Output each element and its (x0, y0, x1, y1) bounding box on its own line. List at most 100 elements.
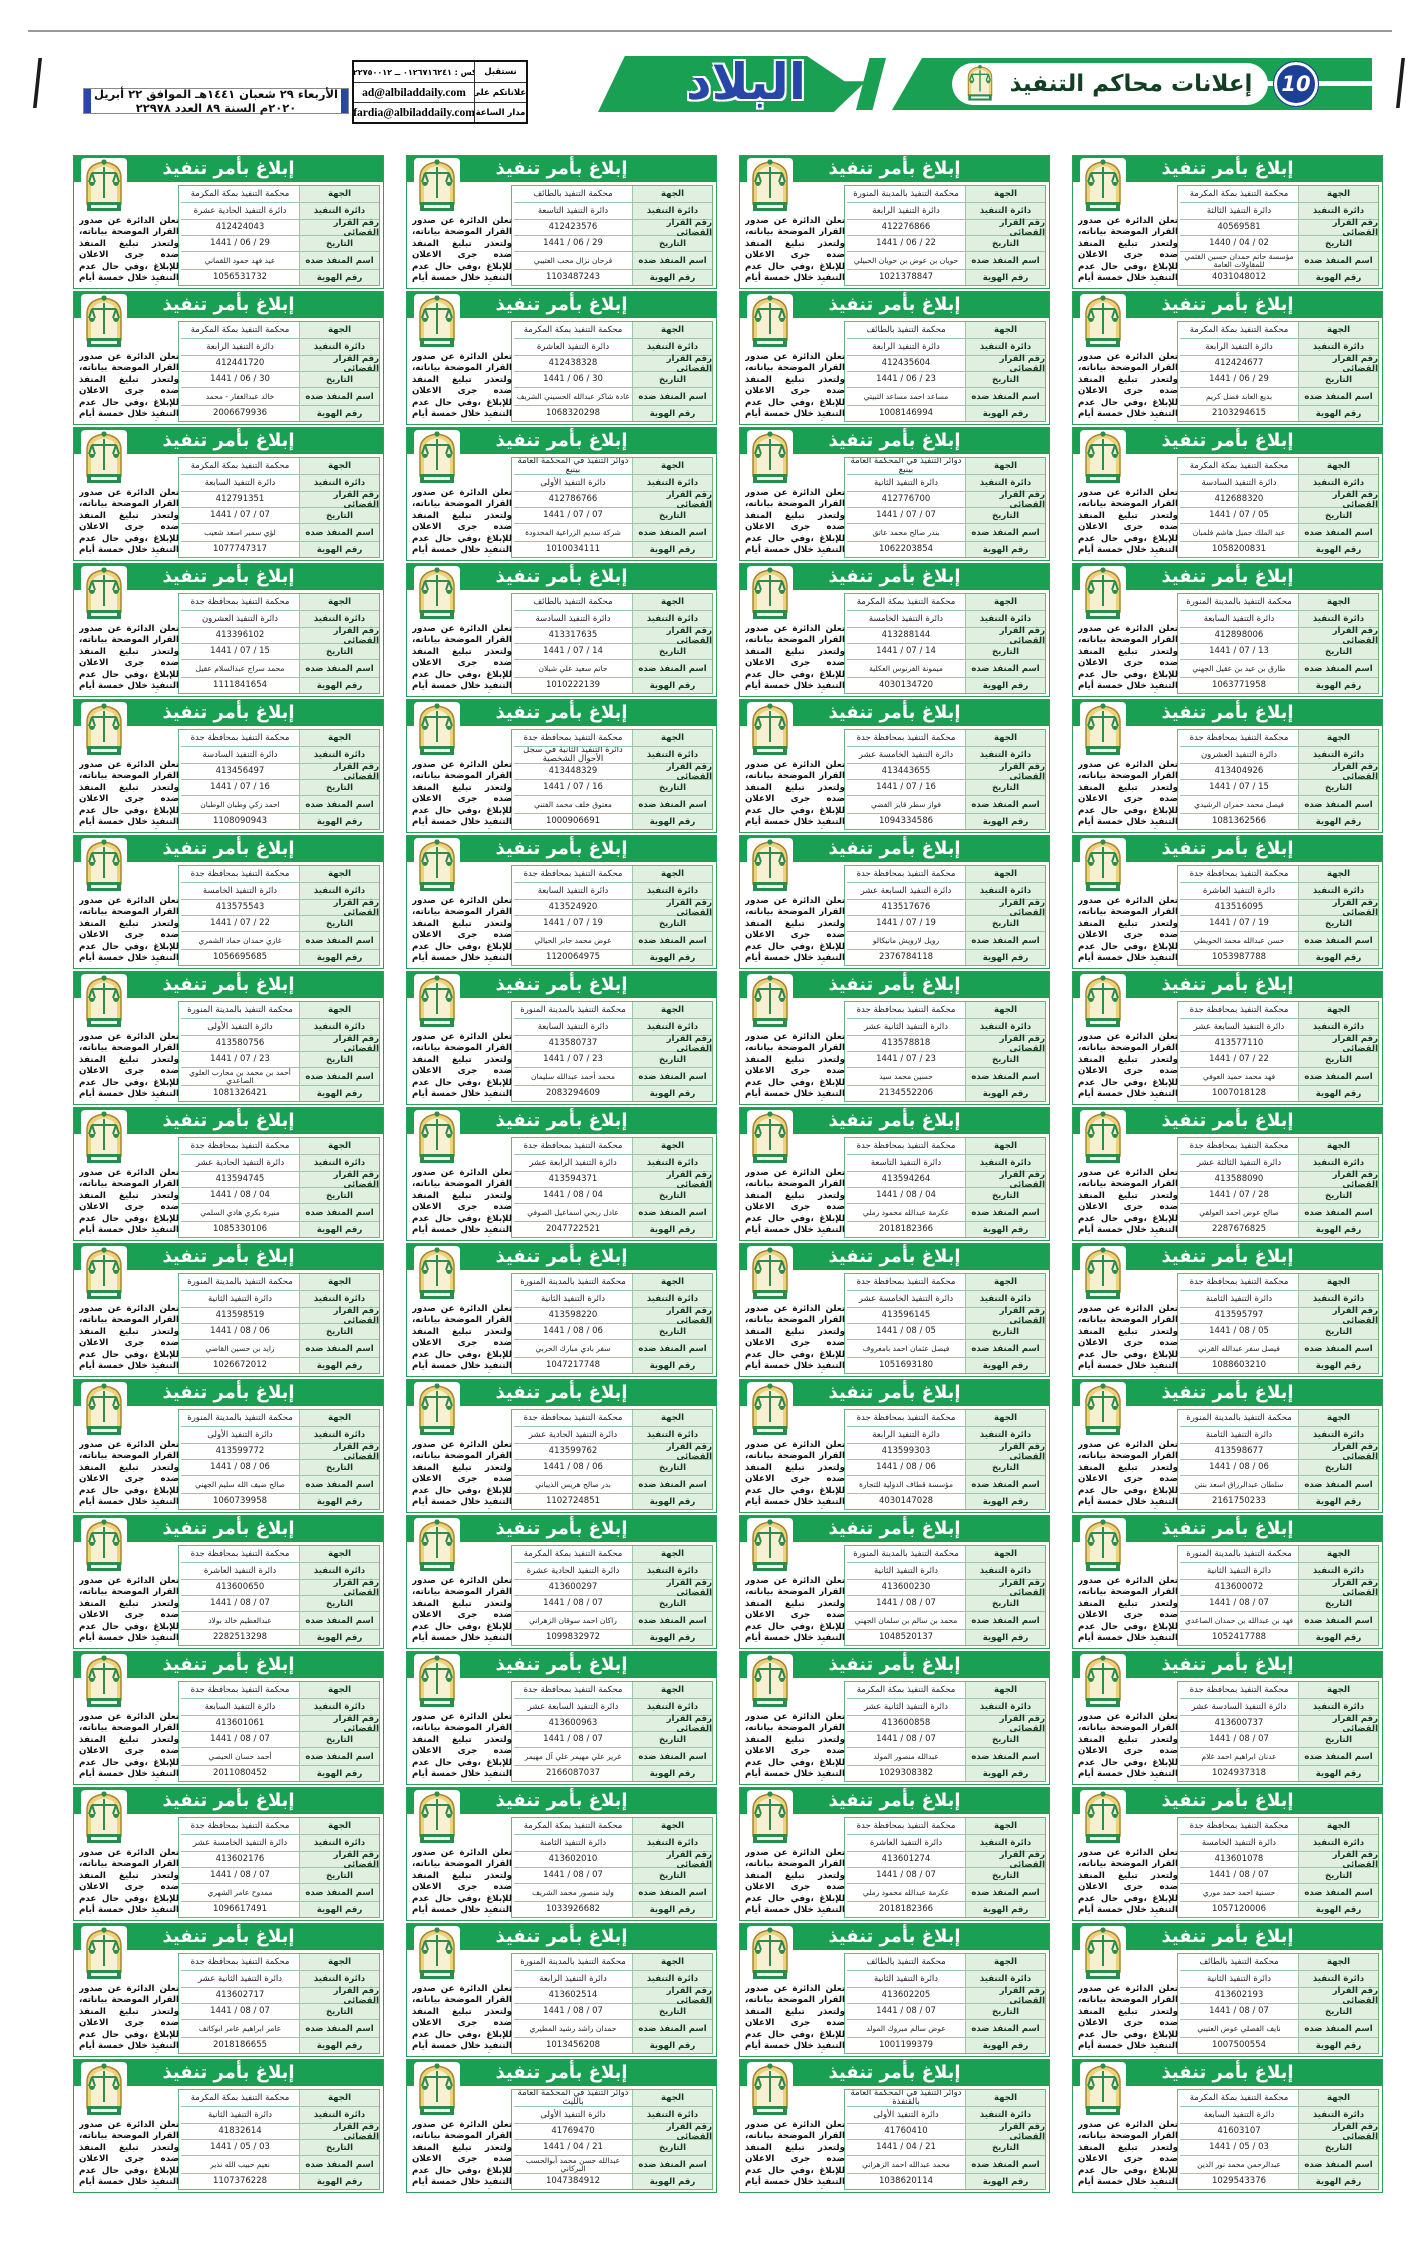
circle-label: دائرة التنفيذ (965, 1427, 1045, 1444)
circle-value: دائرة التنفيذ الثالثة عشر (1180, 1155, 1298, 1172)
court-value: محكمة التنفيذ بالطائف (514, 594, 632, 611)
court-label: الجهة (1298, 866, 1378, 883)
debtor-name-label: اسم المنفذ ضده (965, 1884, 1045, 1902)
date-label: التاريخ (965, 780, 1045, 796)
debtor-name-label: اسم المنفذ ضده (965, 1476, 1045, 1494)
debtor-name-value: مؤسسة حاتم حمدان حسين القثمي للمقاولات ا… (1180, 252, 1298, 270)
debtor-name-label: اسم المنفذ ضده (299, 796, 379, 814)
id-number-label: رقم الهوية (299, 1630, 379, 1645)
court-label: الجهة (1298, 322, 1378, 339)
execution-notice-card: إبلاغ بأمر تنفيذ الجهة محكمة التنفيذ بمح… (1072, 699, 1383, 833)
circle-value: دائرة التنفيذ العشرون (1180, 747, 1298, 764)
circle-value: دائرة التنفيذ الثالثة (1180, 203, 1298, 220)
decision-no-value: 413602193 (1180, 1988, 1298, 2004)
date-value: 23 / 07 / 1441 (847, 1052, 965, 1068)
date-value: 03 / 05 / 1441 (1180, 2140, 1298, 2156)
debtor-name-value: معتوق خلف محمد الفتني (514, 796, 632, 814)
debtor-name-value: حمدان راشد رشيد المطيري (514, 2020, 632, 2038)
date-label: التاريخ (299, 236, 379, 252)
circle-value: دائرة التنفيذ الثانية عشر (181, 1971, 299, 1988)
contact-email-ads[interactable]: ad@albiladdaily.com (354, 82, 474, 102)
date-value: 22 / 07 / 1441 (1180, 1052, 1298, 1068)
notice-table: الجهة محكمة التنفيذ بمحافظة جدة دائرة ال… (844, 1001, 1046, 1102)
debtor-name-value: نعيم حبيب الله نذير (181, 2156, 299, 2174)
debtor-name-label: اسم المنفذ ضده (632, 1748, 712, 1766)
id-number-value: 1102724851 (514, 1494, 632, 1509)
notice-body-text: تعلن الدائرة عن صدور القرار الموضحة بيان… (412, 1984, 512, 2053)
debtor-name-label: اسم المنفذ ضده (1298, 1748, 1378, 1766)
court-label: الجهة (632, 186, 712, 203)
court-value: محكمة التنفيذ بمحافظة جدة (1180, 1002, 1298, 1019)
court-value: محكمة التنفيذ بمحافظة جدة (514, 1138, 632, 1155)
court-value: محكمة التنفيذ بمكة المكرمة (1180, 458, 1298, 475)
circle-label: دائرة التنفيذ (1298, 1155, 1378, 1172)
id-number-label: رقم الهوية (299, 814, 379, 829)
date-value: 29 / 06 / 1441 (514, 236, 632, 252)
circle-value: دائرة التنفيذ الرابعة (514, 1971, 632, 1988)
ministry-of-justice-emblem-icon (81, 294, 127, 352)
court-label: الجهة (299, 1410, 379, 1427)
execution-notice-card: إبلاغ بأمر تنفيذ الجهة محكمة التنفيذ بمح… (406, 699, 717, 833)
court-value: محكمة التنفيذ بمحافظة جدة (181, 1682, 299, 1699)
id-number-value: 2018186655 (181, 2038, 299, 2053)
debtor-name-label: اسم المنفذ ضده (1298, 2020, 1378, 2038)
right-bracket-mark (1396, 58, 1405, 108)
court-value: محكمة التنفيذ بمحافظة جدة (1180, 1138, 1298, 1155)
date-value: 06 / 08 / 1441 (181, 1324, 299, 1340)
id-number-value: 1062203854 (847, 542, 965, 557)
decision-no-label: رقم القرار القضائي (299, 354, 379, 374)
debtor-name-label: اسم المنفذ ضده (299, 1884, 379, 1902)
debtor-name-label: اسم المنفذ ضده (965, 388, 1045, 406)
circle-label: دائرة التنفيذ (632, 1155, 712, 1172)
court-label: الجهة (965, 1274, 1045, 1291)
id-number-value: 2018182366 (847, 1222, 965, 1237)
court-value: محكمة التنفيذ بمحافظة جدة (847, 866, 965, 883)
circle-value: دائرة التنفيذ الرابعة (847, 203, 965, 220)
debtor-name-value: وليد منصور محمد الشريف (514, 1884, 632, 1902)
court-value: محكمة التنفيذ بمحافظة جدة (1180, 866, 1298, 883)
notice-body-text: تعلن الدائرة عن صدور القرار الموضحة بيان… (79, 2120, 179, 2189)
court-value: محكمة التنفيذ بمحافظة جدة (181, 1138, 299, 1155)
decision-no-value: 413456497 (181, 764, 299, 780)
notice-body-text: تعلن الدائرة عن صدور القرار الموضحة بيان… (1078, 624, 1178, 693)
id-number-value: 1026672012 (181, 1358, 299, 1373)
court-label: الجهة (1298, 1138, 1378, 1155)
notice-table: الجهة محكمة التنفيذ بمحافظة جدة دائرة ال… (178, 593, 380, 694)
execution-notice-card: إبلاغ بأمر تنفيذ الجهة محكمة التنفيذ بال… (406, 563, 717, 697)
debtor-name-label: اسم المنفذ ضده (1298, 1068, 1378, 1086)
id-number-label: رقم الهوية (965, 814, 1045, 829)
date-value: 23 / 07 / 1441 (181, 1052, 299, 1068)
date-value: 07 / 07 / 1441 (181, 508, 299, 524)
id-number-label: رقم الهوية (1298, 1494, 1378, 1509)
execution-notice-card: إبلاغ بأمر تنفيذ الجهة محكمة التنفيذ بمك… (406, 1515, 717, 1649)
court-value: محكمة التنفيذ بمكة المكرمة (181, 458, 299, 475)
debtor-name-value: عادل ربحي اسماعيل الصوفي (514, 1204, 632, 1222)
notice-table: الجهة محكمة التنفيذ بمكة المكرمة دائرة ا… (178, 2089, 380, 2190)
execution-notice-card: إبلاغ بأمر تنفيذ الجهة محكمة التنفيذ بمك… (406, 1787, 717, 1921)
ministry-of-justice-emblem-icon (81, 838, 127, 896)
debtor-name-label: اسم المنفذ ضده (632, 388, 712, 406)
court-label: الجهة (299, 1002, 379, 1019)
id-number-value: 1099832972 (514, 1630, 632, 1645)
court-value: محكمة التنفيذ بمحافظة جدة (181, 1954, 299, 1971)
circle-label: دائرة التنفيذ (632, 747, 712, 764)
execution-notice-card: إبلاغ بأمر تنفيذ الجهة محكمة التنفيذ بال… (1072, 1923, 1383, 2057)
ministry-of-justice-emblem-icon (747, 2062, 793, 2120)
court-label: الجهة (632, 2090, 712, 2107)
date-label: التاريخ (632, 1732, 712, 1748)
decision-no-label: رقم القرار القضائي (632, 626, 712, 646)
decision-no-value: 413602205 (847, 1988, 965, 2004)
court-value: محكمة التنفيذ بالطائف (847, 322, 965, 339)
notice-body-text: تعلن الدائرة عن صدور القرار الموضحة بيان… (412, 1848, 512, 1917)
circle-value: دائرة التنفيذ الخامسة (847, 611, 965, 628)
id-number-label: رقم الهوية (632, 814, 712, 829)
notice-table: الجهة محكمة التنفيذ بمحافظة جدة دائرة ال… (1177, 1273, 1379, 1374)
decision-no-value: 413594264 (847, 1172, 965, 1188)
contact-email-fardia[interactable]: fardia@albiladdaily.com (354, 102, 474, 122)
execution-notice-card: إبلاغ بأمر تنفيذ الجهة محكمة التنفيذ بمك… (1072, 291, 1383, 425)
execution-notice-card: إبلاغ بأمر تنفيذ الجهة دوائر التنفيذ في … (406, 427, 717, 561)
notice-table: الجهة محكمة التنفيذ بمحافظة جدة دائرة ال… (178, 1545, 380, 1646)
debtor-name-label: اسم المنفذ ضده (965, 1340, 1045, 1358)
court-label: الجهة (299, 1682, 379, 1699)
decision-no-value: 41769470 (514, 2124, 632, 2140)
